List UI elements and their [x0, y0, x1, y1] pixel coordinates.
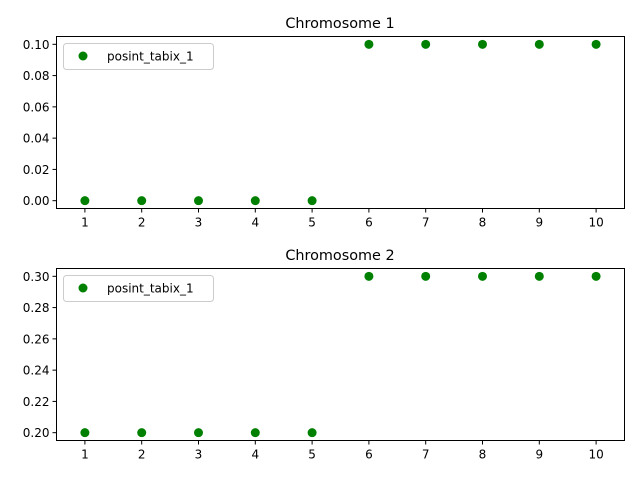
x-axis-ticks: 1 2 3 4 5 6 7 8 9 10 [81, 440, 604, 462]
x-tick-label: 4 [251, 216, 259, 230]
x-tick-label: 6 [365, 448, 373, 462]
chart-title: Chromosome 2 [285, 248, 394, 264]
data-point [534, 39, 544, 49]
plot-area-frame [56, 36, 625, 209]
x-tick-label: 9 [535, 448, 543, 462]
x-tick-label: 8 [479, 448, 487, 462]
x-tick-label: 9 [535, 216, 543, 230]
x-tick-label: 2 [138, 448, 146, 462]
chart-title: Chromosome 1 [285, 16, 394, 32]
x-axis-ticks: 1 2 3 4 5 6 7 8 9 10 [81, 208, 604, 230]
y-tick-label: 0.06 [23, 100, 50, 114]
data-point [421, 271, 431, 281]
x-tick-label: 10 [588, 448, 603, 462]
y-tick-label: 0.00 [23, 194, 50, 208]
plot-area-frame [56, 268, 625, 441]
x-tick-label: 1 [81, 448, 89, 462]
data-point [80, 428, 90, 438]
subplot-chromosome-1: Chromosome 1 1 2 3 4 5 6 7 8 9 10 0.000.020.040.0… [23, 16, 625, 230]
x-tick-label: 5 [308, 448, 316, 462]
data-point [137, 428, 147, 438]
data-point [80, 196, 90, 206]
y-axis-ticks: 0.20 0.22 0.24 0.26 0.28 0.30 [23, 270, 57, 440]
data-point [364, 271, 374, 281]
data-point [250, 428, 260, 438]
x-tick-label: 1 [81, 216, 89, 230]
y-tick-label: 0.22 [23, 395, 50, 409]
legend: posint_tabix_1 [63, 43, 214, 70]
data-point [534, 271, 544, 281]
legend-label: posint_tabix_1 [107, 282, 194, 296]
data-point [478, 39, 487, 49]
data-point [364, 39, 374, 49]
legend-box [63, 275, 214, 302]
data-point [478, 271, 487, 281]
y-tick-label: 0.04 [23, 132, 50, 146]
data-point [250, 196, 260, 206]
data-point [591, 39, 601, 49]
y-tick-label: 0.26 [23, 332, 50, 346]
x-tick-label: 10 [588, 216, 603, 230]
y-axis-ticks: 0.00 0.02 0.04 0.06 0.08 0.10 [23, 38, 57, 208]
y-tick-label: 0.10 [23, 38, 50, 52]
x-tick-label: 8 [479, 216, 487, 230]
data-point [137, 196, 147, 206]
legend-box [63, 43, 214, 70]
data-point [194, 196, 203, 206]
y-tick-label: 0.08 [23, 69, 50, 83]
data-point [307, 428, 317, 438]
x-tick-label: 7 [422, 216, 430, 230]
y-tick-label: 0.24 [23, 364, 50, 378]
x-tick-label: 2 [138, 216, 146, 230]
x-tick-label: 7 [422, 448, 430, 462]
legend-marker [78, 51, 88, 61]
legend-marker [78, 283, 88, 293]
data-points [80, 271, 601, 438]
x-tick-label: 3 [195, 448, 203, 462]
data-point [591, 271, 601, 281]
x-tick-label: 5 [308, 216, 316, 230]
data-points [80, 39, 601, 206]
legend-label: posint_tabix_1 [107, 50, 194, 64]
y-tick-label: 0.02 [23, 163, 50, 177]
data-point [194, 428, 203, 438]
y-tick-label: 0.28 [23, 301, 50, 315]
x-tick-label: 4 [251, 448, 259, 462]
y-tick-label: 0.20 [23, 426, 50, 440]
legend: posint_tabix_1 [63, 275, 214, 302]
subplot-chromosome-2: Chromosome 2 1 2 3 4 5 6 7 8 9 10 0.200.220.240.2… [23, 248, 625, 462]
x-tick-label: 6 [365, 216, 373, 230]
y-tick-label: 0.30 [23, 270, 50, 284]
data-point [307, 196, 317, 206]
x-tick-label: 3 [195, 216, 203, 230]
data-point [421, 39, 431, 49]
